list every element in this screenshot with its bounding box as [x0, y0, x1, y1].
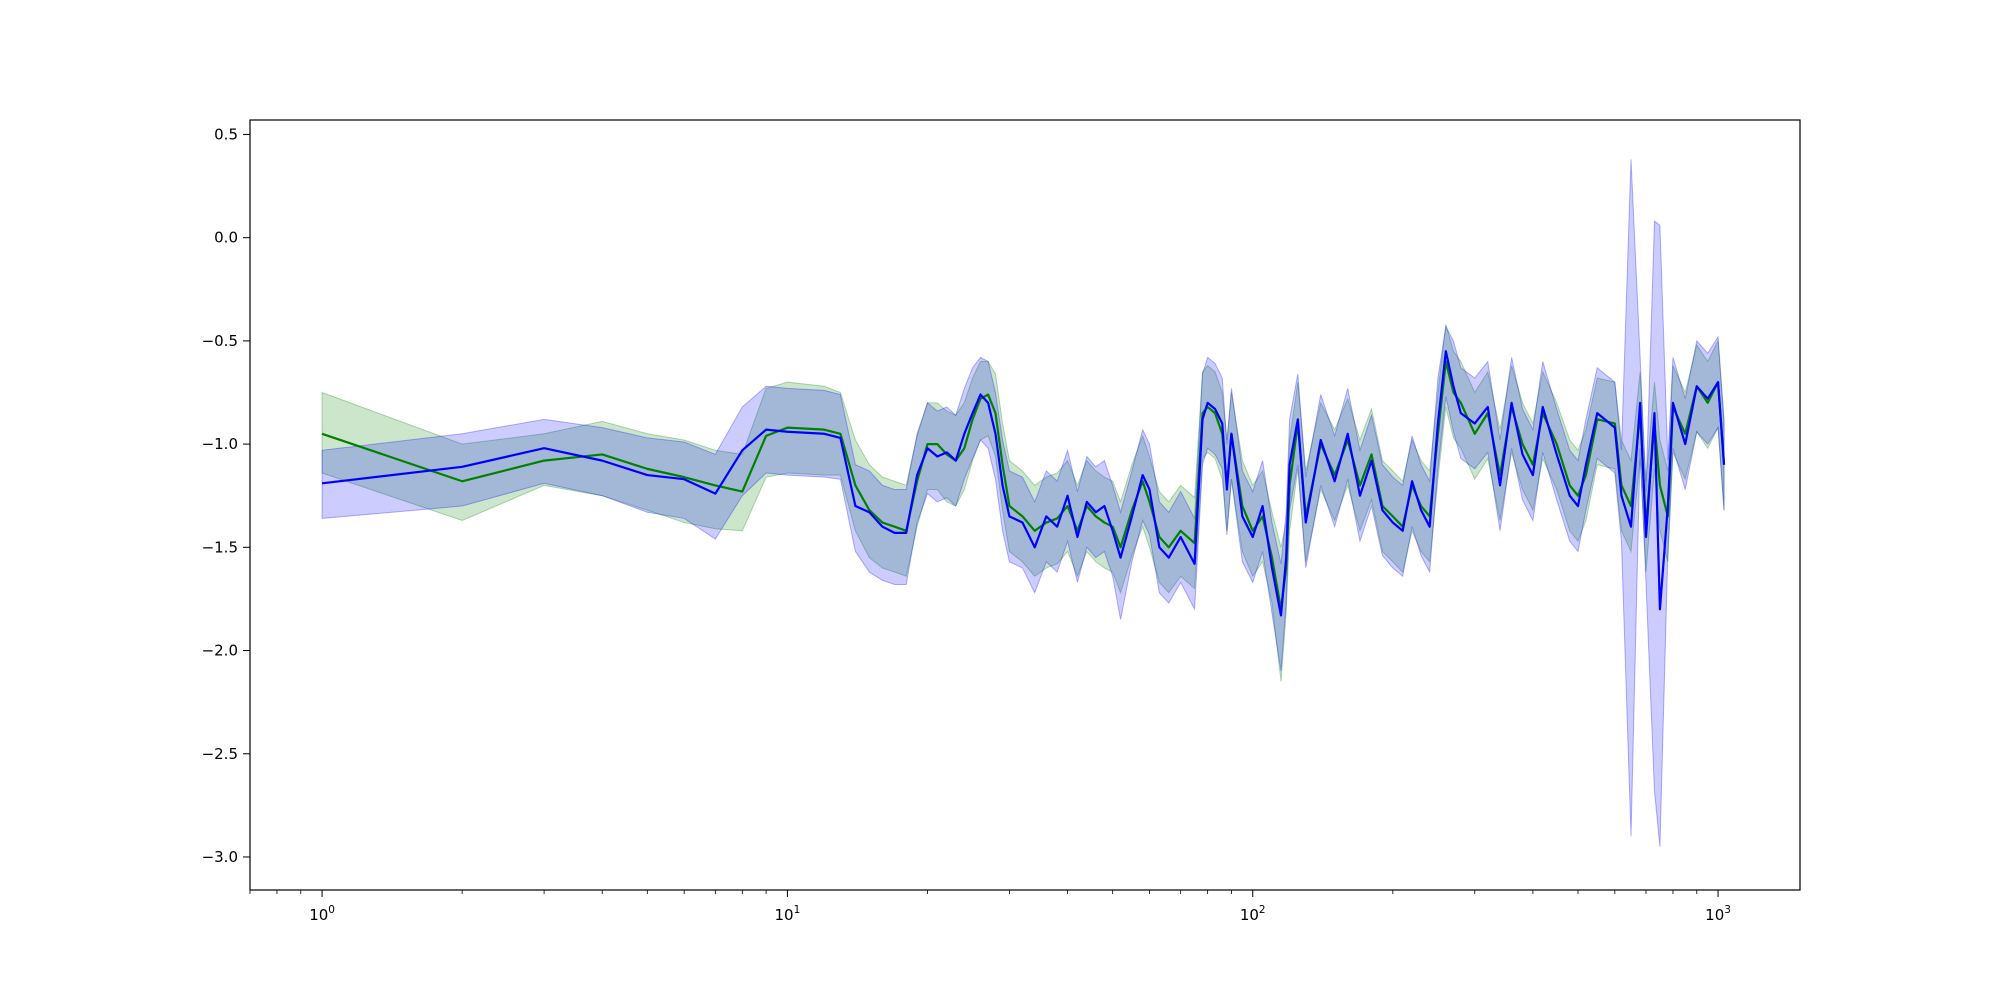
y-tick-label-6: −2.5: [202, 745, 238, 763]
y-tick-label-1: 0.0: [214, 229, 238, 247]
x-tick-label-0: 100: [309, 904, 335, 924]
confidence-bands: [321, 159, 1725, 847]
band-0: [321, 324, 1725, 682]
series-line-1: [321, 350, 1726, 617]
y-tick-label-0: 0.5: [214, 125, 238, 143]
plot-frame: [249, 119, 1801, 891]
band-1: [321, 159, 1725, 847]
y-tick-label-3: −1.0: [202, 435, 238, 453]
y-tick-label-5: −2.0: [202, 642, 238, 660]
series-lines: [321, 350, 1726, 617]
x-tick-label-1: 101: [775, 904, 801, 924]
y-tick-label-4: −1.5: [202, 538, 238, 556]
x-axis: 100 101 102 103: [249, 890, 1731, 924]
x-tick-label-2: 102: [1240, 904, 1266, 924]
y-tick-label-7: −3.0: [202, 848, 238, 866]
x-tick-label-3: 103: [1705, 904, 1731, 924]
y-axis: 0.5 0.0 −0.5 −1.0 −1.5 −2.0 −2.5 −3.0: [202, 125, 250, 866]
y-tick-label-2: −0.5: [202, 332, 238, 350]
